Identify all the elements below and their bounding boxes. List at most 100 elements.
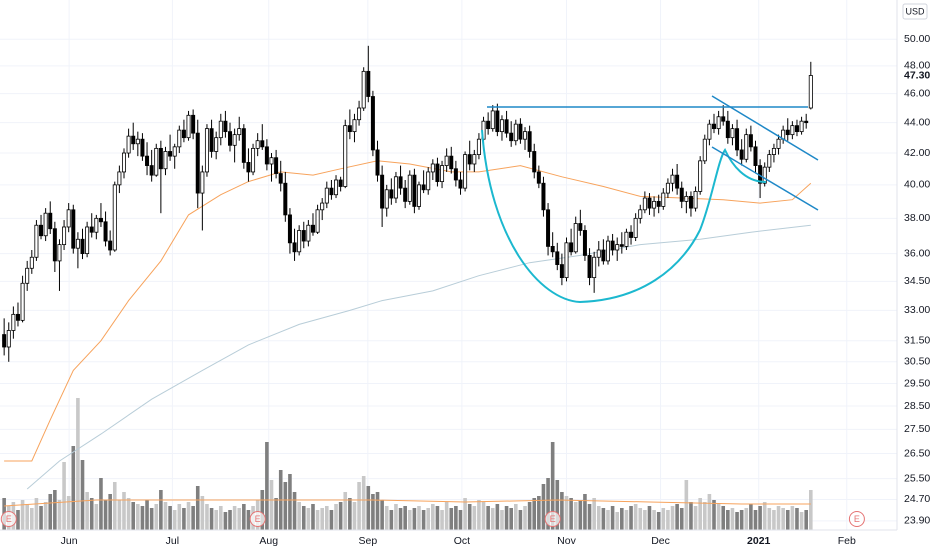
volume-bar <box>159 490 163 530</box>
last-price-label: 47.30 <box>904 69 930 81</box>
x-tick-label: Sep <box>358 535 377 547</box>
volume-bar <box>80 460 85 530</box>
volume-bar <box>366 486 371 530</box>
candle-body <box>48 212 53 230</box>
candle-body <box>223 120 228 133</box>
volume-bar <box>666 510 670 530</box>
volume-bar <box>472 506 477 530</box>
volume-bar <box>495 504 500 530</box>
volume-bar <box>389 510 394 530</box>
candle-body <box>389 189 394 199</box>
volume-bar <box>417 506 421 530</box>
candle-body <box>140 138 145 157</box>
candle-body <box>158 147 163 170</box>
volume-bar <box>34 498 39 530</box>
candle-body <box>582 230 587 256</box>
volume-bar <box>440 510 444 530</box>
candle-body <box>716 116 721 130</box>
volume-bar <box>578 500 583 530</box>
candle-body <box>145 155 150 166</box>
volume-bar <box>89 498 94 530</box>
candle-body <box>398 176 403 189</box>
volume-bar <box>693 506 698 530</box>
volume-bar <box>112 482 117 530</box>
volume-bar <box>122 492 126 530</box>
volume-bar <box>334 504 338 530</box>
candle-body <box>771 147 776 155</box>
volume-bar <box>647 506 652 530</box>
volume-bar <box>398 508 403 530</box>
volume-bar <box>283 482 288 530</box>
candle-body <box>707 123 712 140</box>
x-tick-label: Nov <box>557 535 576 547</box>
candle-body <box>458 179 463 189</box>
volume-bar <box>795 508 799 530</box>
candle-body <box>555 251 560 265</box>
volume-bar <box>172 510 177 530</box>
volume-bar <box>569 498 573 530</box>
candle-body <box>186 114 191 139</box>
volume-bar <box>707 494 712 530</box>
candle-body <box>518 123 523 140</box>
volume-bar <box>384 506 389 530</box>
candle-body <box>564 242 569 279</box>
volume-bar <box>348 498 352 530</box>
volume-bar <box>320 508 325 530</box>
volume-bar <box>772 510 776 530</box>
volume-bar <box>490 508 495 530</box>
candle-body <box>416 184 421 207</box>
candle-body <box>527 131 532 152</box>
candle-body <box>6 330 11 348</box>
candle-body <box>306 224 311 242</box>
candle-body <box>748 134 753 148</box>
candle-body <box>804 120 809 124</box>
candle-body <box>204 128 209 173</box>
candle-body <box>361 70 366 109</box>
candle-body <box>550 246 555 253</box>
volume-bar <box>338 502 343 530</box>
candle-body <box>753 146 758 166</box>
volume-bar <box>684 480 689 530</box>
volume-bar <box>698 498 702 530</box>
candle-body <box>75 238 80 249</box>
volume-bar <box>560 492 564 530</box>
candle-body <box>135 138 140 145</box>
earnings-marker <box>544 511 561 527</box>
candle-body <box>698 160 703 192</box>
candle-body <box>297 230 302 253</box>
candle-body <box>29 256 34 269</box>
y-tick-label: 50.00 <box>904 33 930 45</box>
candle-body <box>315 209 320 233</box>
candle-body <box>121 152 126 173</box>
candle-body <box>546 209 551 247</box>
volume-bar <box>431 504 435 530</box>
candle-body <box>702 138 707 162</box>
candle-body <box>684 195 689 202</box>
candle-body <box>638 209 643 219</box>
volume-bar <box>265 442 269 530</box>
y-tick-label: 25.50 <box>904 472 930 484</box>
volume-bar <box>435 506 440 530</box>
volume-bar <box>596 506 601 530</box>
y-tick-label: 34.50 <box>904 275 930 287</box>
volume-bar <box>721 506 726 530</box>
candle-body <box>403 187 408 202</box>
earnings-label: E <box>6 514 12 524</box>
candle-body <box>329 187 334 196</box>
volume-bar <box>223 512 228 530</box>
candle-body <box>735 128 740 151</box>
volume-bar <box>753 510 758 530</box>
candle-body <box>624 231 629 247</box>
volume-bar <box>633 504 638 530</box>
candle-body <box>232 134 237 146</box>
moving-average <box>4 160 812 462</box>
candle-body <box>799 120 804 133</box>
volume-bar <box>661 508 666 530</box>
candle-body <box>629 231 634 238</box>
volume-bar <box>583 494 587 530</box>
volume-bar <box>726 510 730 530</box>
volume-bar <box>301 506 306 530</box>
volume-bar <box>62 462 66 530</box>
candle-body <box>712 123 717 130</box>
